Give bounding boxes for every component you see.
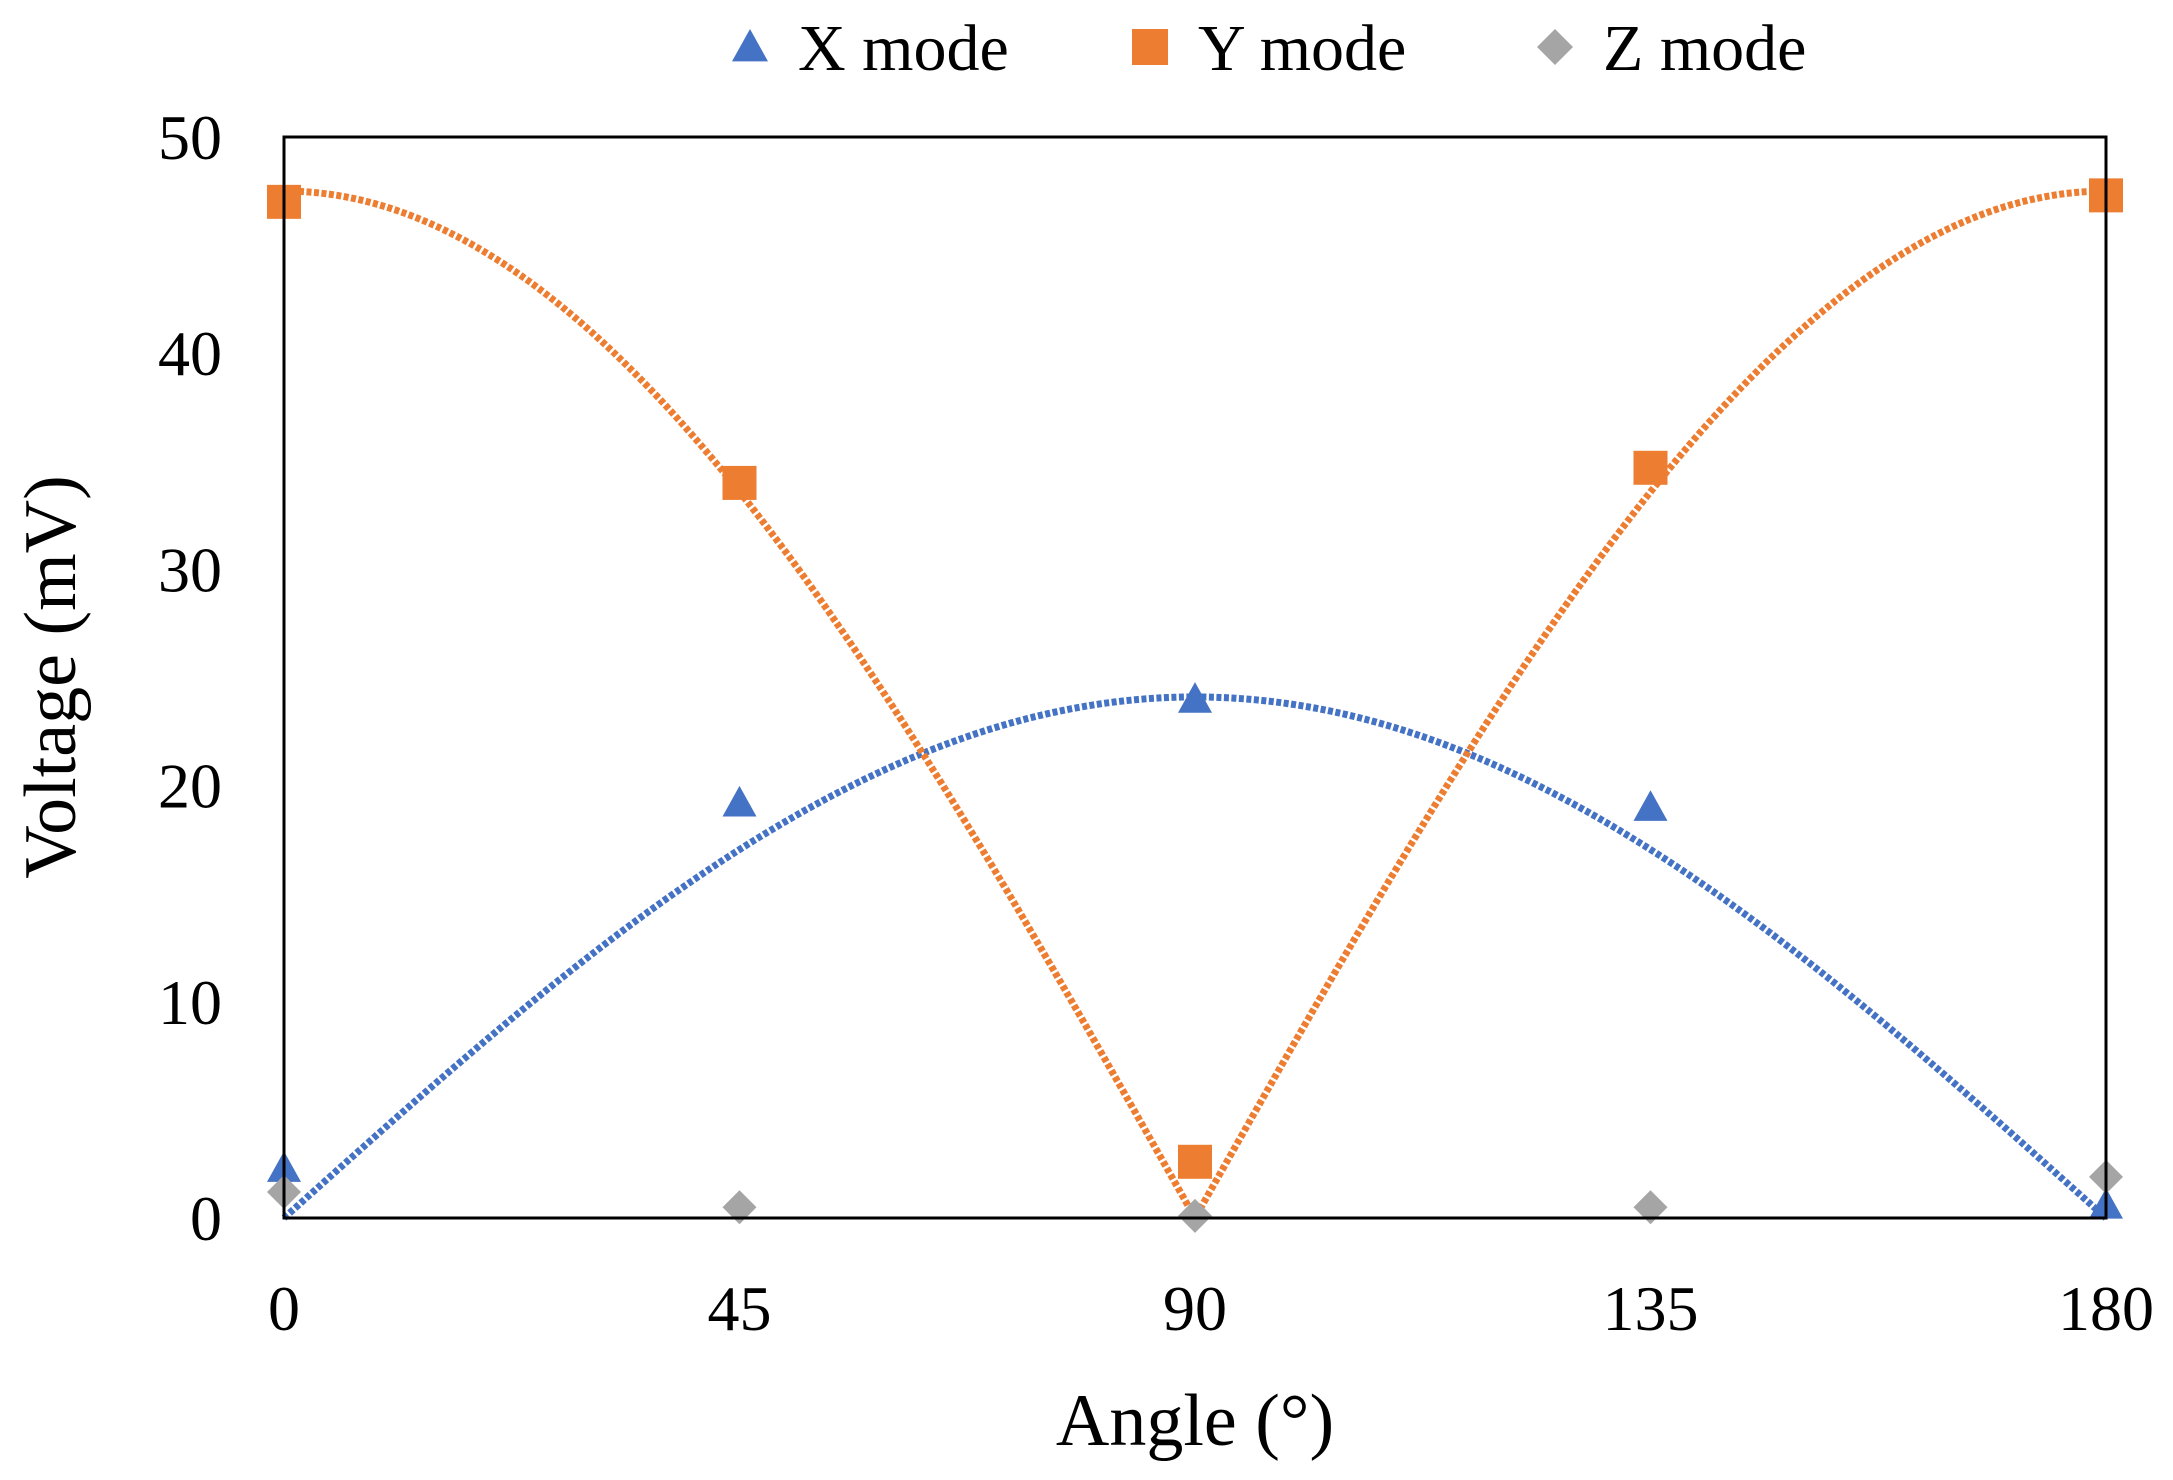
legend-label-x-mode: X mode bbox=[798, 12, 1009, 85]
x-tick-label: 45 bbox=[708, 1273, 772, 1344]
y-tick-label: 40 bbox=[158, 318, 222, 389]
x-mode-point bbox=[1633, 790, 1668, 821]
y-tick-label: 50 bbox=[158, 102, 222, 173]
x-tick-label: 90 bbox=[1163, 1273, 1227, 1344]
legend-label-y-mode: Y mode bbox=[1198, 12, 1406, 85]
x-tick-label: 180 bbox=[2058, 1273, 2154, 1344]
data-markers bbox=[267, 178, 2123, 1233]
x-axis-label: Angle (°) bbox=[1056, 1380, 1334, 1462]
z-mode-point bbox=[1178, 1198, 1212, 1233]
legend: X mode Y mode Z mode bbox=[732, 12, 1806, 85]
axis-ticks: 0 45 90 135 180 0 10 20 30 40 50 bbox=[158, 102, 2154, 1344]
z-mode-point bbox=[722, 1190, 757, 1225]
fit-curve-x-mode bbox=[281, 693, 2109, 1221]
x-mode-point bbox=[722, 785, 757, 817]
y-mode-point bbox=[722, 465, 757, 500]
y-mode-point bbox=[1633, 450, 1668, 485]
y-tick-label: 30 bbox=[158, 534, 222, 605]
x-tick-label: 135 bbox=[1603, 1273, 1699, 1344]
legend-label-z-mode: Z mode bbox=[1603, 12, 1806, 85]
y-mode-point bbox=[1178, 1144, 1212, 1179]
legend-marker-y-mode bbox=[1132, 29, 1168, 65]
legend-marker-z-mode bbox=[1537, 29, 1573, 65]
z-mode-point bbox=[1633, 1190, 1668, 1225]
plot-area-frame bbox=[282, 135, 2108, 1220]
y-tick-label: 10 bbox=[158, 967, 222, 1038]
y-tick-label: 20 bbox=[158, 751, 222, 822]
y-axis-label: Voltage (mV) bbox=[10, 475, 92, 879]
legend-marker-x-mode bbox=[732, 29, 768, 62]
y-tick-label: 0 bbox=[190, 1183, 222, 1254]
x-tick-label: 0 bbox=[268, 1273, 300, 1344]
x-mode-point bbox=[1178, 682, 1212, 713]
